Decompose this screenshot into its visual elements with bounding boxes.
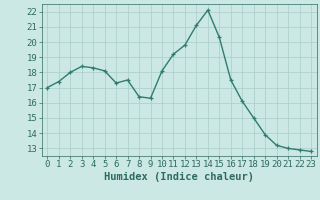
X-axis label: Humidex (Indice chaleur): Humidex (Indice chaleur): [104, 172, 254, 182]
